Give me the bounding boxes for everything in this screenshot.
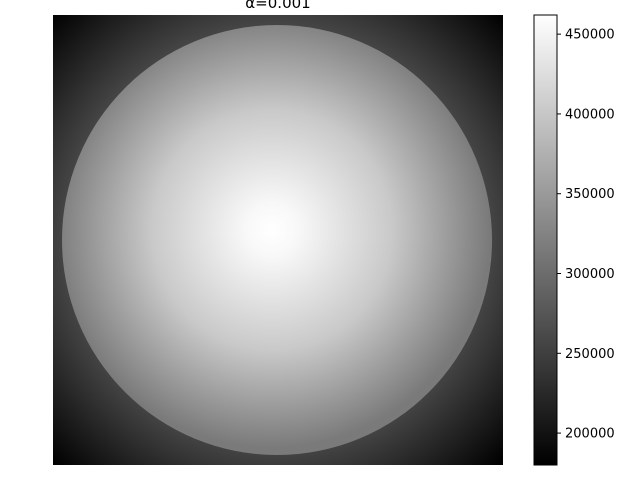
heatmap-image bbox=[53, 15, 503, 465]
chart-title: α=0.001 bbox=[245, 0, 310, 12]
colorbar-tick-label: 450000 bbox=[565, 28, 615, 43]
colorbar-tick-label: 400000 bbox=[565, 107, 615, 122]
bright-disk bbox=[62, 25, 492, 455]
colorbar-frame bbox=[533, 14, 558, 466]
colorbar-tick-label: 350000 bbox=[565, 187, 615, 202]
colorbar: 200000 250000 300000 350000 400000 450000 bbox=[533, 14, 615, 466]
colorbar-fill bbox=[534, 15, 557, 465]
colorbar-tick-label: 250000 bbox=[565, 347, 615, 362]
colorbar-tick-label: 300000 bbox=[565, 267, 615, 282]
colorbar-ticks: 200000 250000 300000 350000 400000 450000 bbox=[557, 28, 615, 442]
colorbar-tick-label: 200000 bbox=[565, 427, 615, 442]
